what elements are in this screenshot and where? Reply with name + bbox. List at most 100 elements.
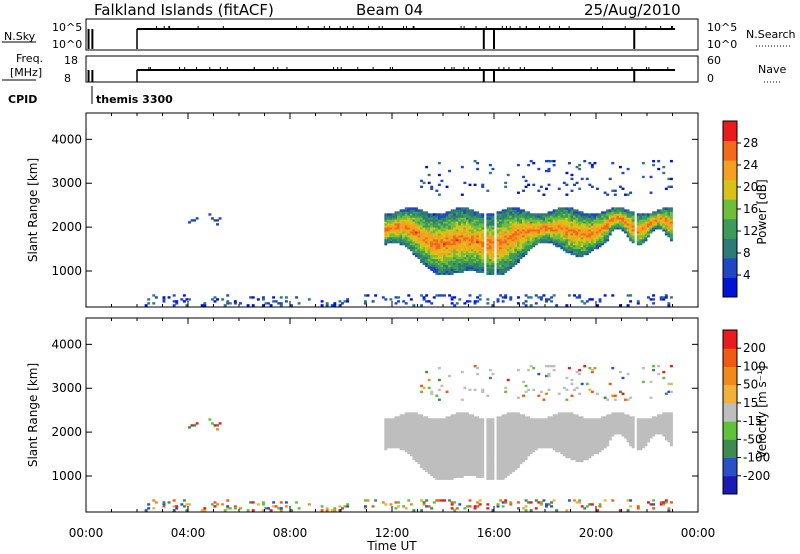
power-cell [499,264,503,268]
velocity-cell [392,440,395,443]
velocity-cell [552,418,556,421]
power-cell [394,221,398,224]
velocity-cell [570,449,574,453]
velocity-cell [519,436,523,439]
power-cell [193,219,197,222]
power-cell [596,229,599,232]
velocity-cell [555,426,559,429]
velocity-cell [516,463,520,467]
power-cell [448,215,452,218]
velocity-cell [488,424,492,427]
power-cell [585,242,589,246]
velocity-cell [496,503,500,506]
velocity-cell [496,432,500,435]
power-cell [499,294,503,297]
velocity-cell [488,428,492,431]
power-cell [499,244,503,248]
power-cell [450,242,454,246]
power-cell [590,219,594,222]
velocity-cell [565,445,569,449]
power-cell [578,217,582,220]
velocity-cell [522,414,525,417]
power-cell [664,233,668,236]
power-cell [664,215,668,218]
velocity-cell [481,434,485,437]
power-cell [445,270,449,273]
power-cell [430,235,434,238]
power-cell [524,179,528,183]
velocity-cell [511,434,515,437]
power-cell [407,219,411,222]
power-cell [496,217,500,220]
velocity-cell [555,509,559,512]
velocity-cell [496,461,500,465]
power-cell [453,260,457,264]
power-cell [397,227,401,230]
power-cell [440,240,444,244]
velocity-cell [458,469,462,473]
velocity-cell [471,438,474,441]
velocity-cell [427,441,431,445]
power-cell [386,238,390,242]
velocity-cell [465,440,469,443]
velocity-cell [435,463,439,467]
velocity-cell [448,426,452,429]
power-cell [488,262,492,266]
power-cell [481,233,485,236]
power-cell [499,256,503,260]
power-cell [501,211,505,214]
power-cell [522,242,525,246]
power-cell [509,242,513,246]
velocity-cell [573,443,576,447]
velocity-cell [445,445,449,449]
power-cell [573,219,576,222]
velocity-cell [532,430,536,433]
velocity-cell [552,426,556,429]
power-cell [527,233,531,236]
velocity-cell [256,503,260,506]
velocity-cell [499,418,503,421]
power-cell [514,254,518,258]
velocity-cell [539,445,543,449]
velocity-cell [529,438,533,441]
velocity-cell [414,430,418,433]
power-cell [575,225,579,228]
velocity-cell [458,422,462,425]
power-cell [626,231,630,234]
power-cell [629,294,633,297]
velocity-cell [450,473,454,476]
power-cell [226,302,230,305]
power-cell [593,161,597,165]
power-cell [657,209,661,212]
power-cell [504,229,508,232]
velocity-cell [514,459,518,463]
power-cell [608,217,612,220]
velocity-cell [481,469,485,473]
power-cell [412,242,416,246]
power-cell [455,242,459,246]
power-cell [511,213,515,216]
velocity-cell [279,509,283,512]
velocity-cell [527,438,531,441]
velocity-cell [435,453,439,457]
velocity-cell [473,426,477,429]
velocity-cell [425,428,429,431]
power-cell [422,231,426,234]
power-cell [555,223,559,226]
velocity-cell [565,424,569,427]
velocity-cell [261,501,265,504]
velocity-cell [473,451,477,455]
power-cell [511,221,515,224]
power-cell [598,231,602,234]
power-cell [440,254,444,258]
velocity-cell [463,465,467,469]
power-cell [417,246,421,250]
velocity-cell [486,420,490,423]
power-cell [598,240,602,244]
power-cell [506,252,510,256]
velocity-cell [412,441,416,445]
power-cell [478,294,482,297]
power-cell [430,260,434,264]
velocity-cell [478,420,482,423]
velocity-cell [491,447,495,451]
